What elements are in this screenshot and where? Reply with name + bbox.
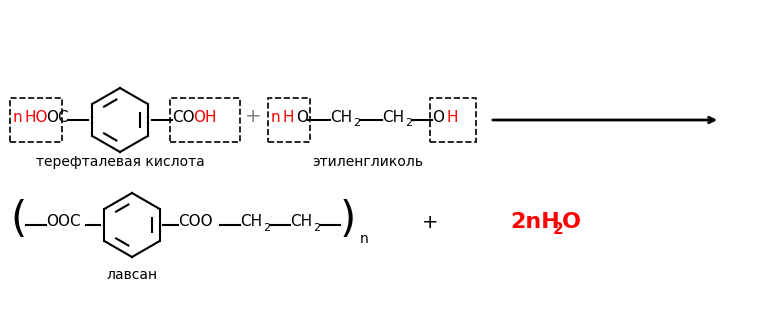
Text: CH: CH	[382, 110, 404, 124]
Text: COO: COO	[178, 215, 213, 230]
Text: терефталевая кислота: терефталевая кислота	[36, 155, 204, 169]
Text: CH: CH	[330, 110, 352, 124]
Text: n: n	[271, 110, 280, 124]
Text: HO: HO	[25, 110, 49, 124]
Text: OOC: OOC	[46, 215, 81, 230]
Text: (: (	[10, 199, 26, 241]
Text: O: O	[296, 110, 308, 124]
Text: H: H	[446, 110, 457, 124]
Text: лавсан: лавсан	[107, 268, 158, 282]
Text: n: n	[13, 110, 23, 124]
Text: +: +	[421, 213, 438, 232]
Text: n: n	[360, 232, 369, 246]
Text: +: +	[245, 107, 261, 127]
Text: ): )	[340, 199, 356, 241]
Bar	[10, 98, 62, 142]
Text: этиленгликоль: этиленгликоль	[312, 155, 424, 169]
Text: CH: CH	[290, 215, 312, 230]
Text: 2: 2	[405, 118, 412, 128]
Text: H: H	[283, 110, 294, 124]
Bar	[268, 98, 310, 142]
Text: 2: 2	[553, 221, 564, 237]
Text: O: O	[562, 212, 581, 232]
Bar	[170, 98, 240, 142]
Text: OC: OC	[46, 110, 69, 124]
Text: 2nH: 2nH	[510, 212, 560, 232]
Text: 2: 2	[353, 118, 360, 128]
Text: CO: CO	[172, 110, 194, 124]
Text: 2: 2	[263, 223, 270, 233]
Text: 2: 2	[313, 223, 320, 233]
Text: O: O	[432, 110, 444, 124]
Text: CH: CH	[240, 215, 262, 230]
Text: OH: OH	[193, 110, 216, 124]
Bar	[430, 98, 476, 142]
